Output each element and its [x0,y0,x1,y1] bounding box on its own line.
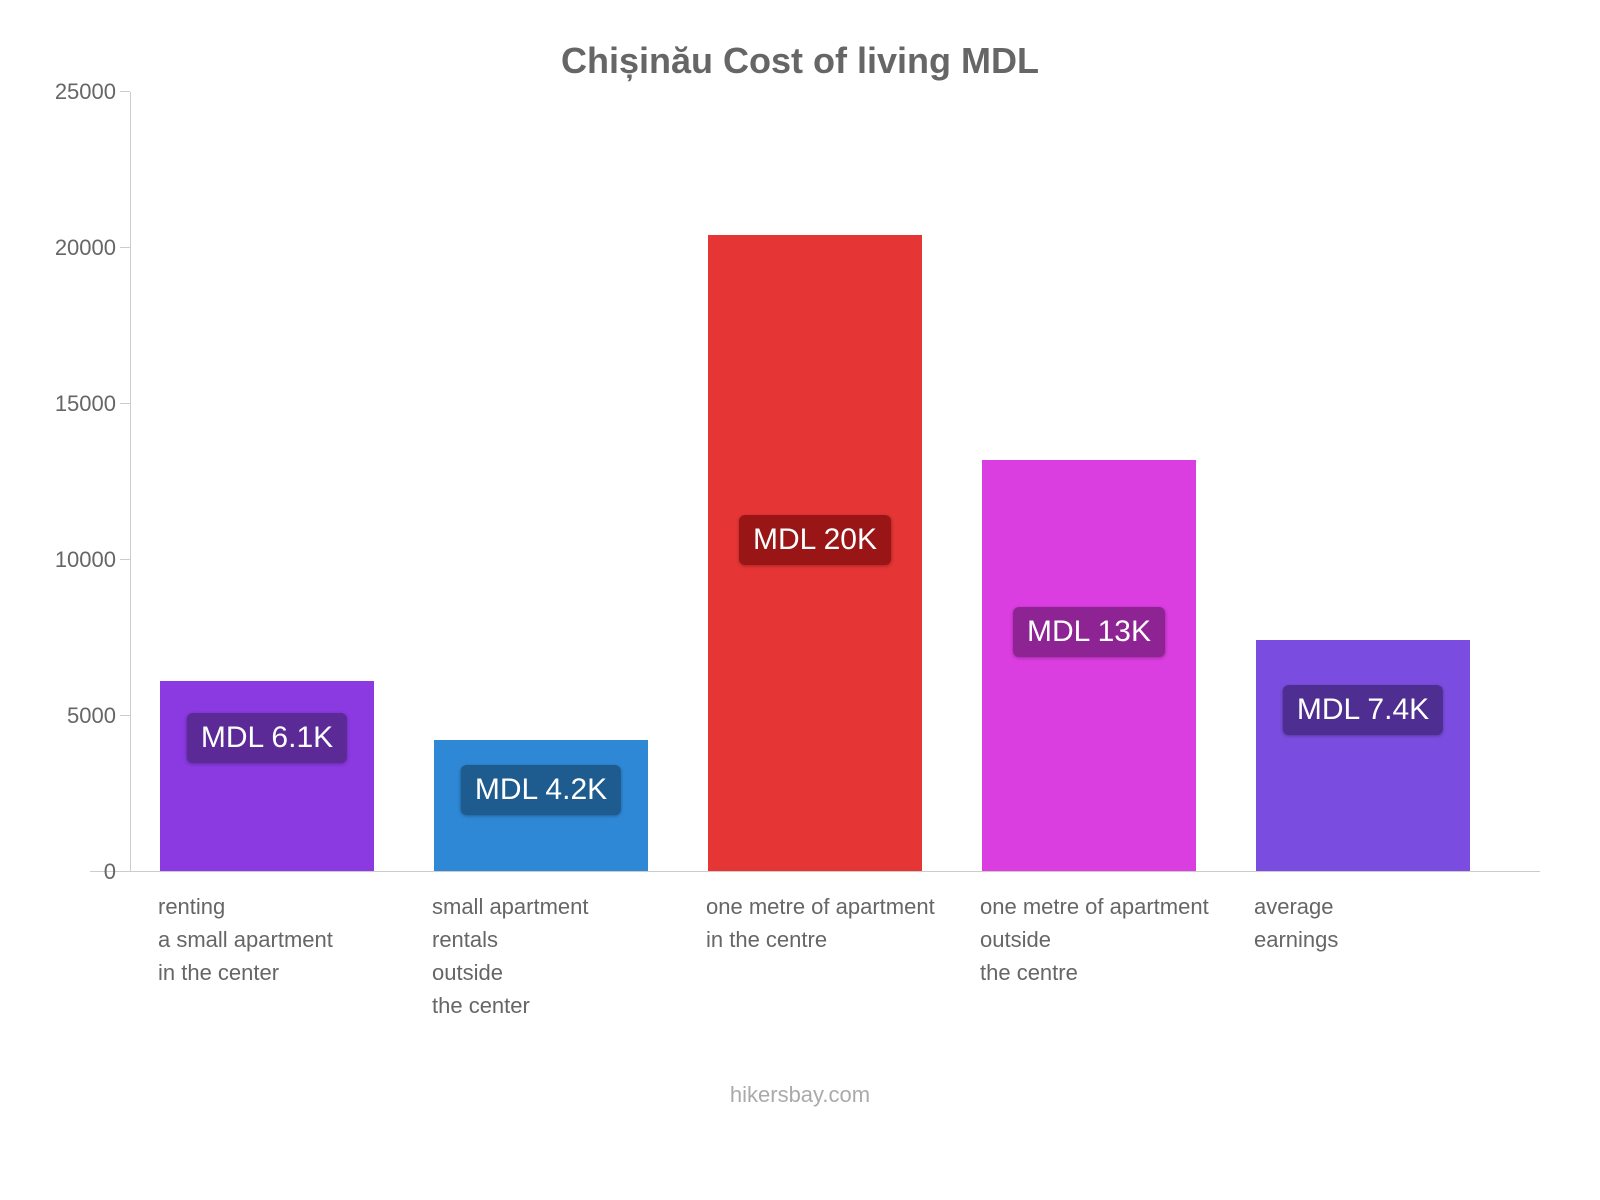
x-category-label: average earnings [1254,890,1338,1022]
bar-slot: MDL 7.4K [1226,92,1500,871]
x-label-slot: average earnings [1226,890,1500,1022]
y-tick [120,91,130,92]
bar-value-label: MDL 6.1K [187,713,347,763]
bar-slot: MDL 6.1K [130,92,404,871]
x-label-slot: one metre of apartment in the centre [678,890,952,1022]
bars-group: MDL 6.1K MDL 4.2K MDL 20K MDL 13K MDL 7.4K [130,92,1500,871]
y-tick [120,559,130,560]
y-tick [120,871,130,872]
y-tick [120,715,130,716]
bar: MDL 6.1K [160,681,374,871]
bar-value-label: MDL 20K [739,515,891,565]
x-category-label: renting a small apartment in the center [158,890,333,1022]
bar-value-label: MDL 13K [1013,607,1165,657]
bar: MDL 7.4K [1256,640,1470,871]
y-tick [120,403,130,404]
x-label-slot: one metre of apartment outside the centr… [952,890,1226,1022]
bar-value-label: MDL 4.2K [461,765,621,815]
bar-slot: MDL 13K [952,92,1226,871]
y-tick-label: 15000 [55,391,116,417]
bar: MDL 20K [708,235,922,871]
y-tick-label: 10000 [55,547,116,573]
y-tick-label: 0 [104,859,116,885]
y-tick [120,247,130,248]
bar-slot: MDL 20K [678,92,952,871]
x-label-slot: renting a small apartment in the center [130,890,404,1022]
bar: MDL 13K [982,460,1196,871]
x-category-label: small apartment rentals outside the cent… [432,890,589,1022]
x-axis-line [90,871,1540,872]
chart-container: Chișinău Cost of living MDL 050001000015… [0,0,1600,1200]
attribution: hikersbay.com [60,1082,1540,1108]
chart-title: Chișinău Cost of living MDL [60,40,1540,82]
x-category-label: one metre of apartment outside the centr… [980,890,1209,1022]
bar-slot: MDL 4.2K [404,92,678,871]
x-category-label: one metre of apartment in the centre [706,890,935,1022]
bar-value-label: MDL 7.4K [1283,685,1443,735]
y-tick-label: 25000 [55,79,116,105]
y-tick-label: 20000 [55,235,116,261]
x-labels-group: renting a small apartment in the center s… [130,890,1500,1022]
y-tick-label: 5000 [67,703,116,729]
plot-area: 0500010000150002000025000 MDL 6.1KMDL 4.… [130,92,1500,872]
x-label-slot: small apartment rentals outside the cent… [404,890,678,1022]
bar: MDL 4.2K [434,740,648,871]
